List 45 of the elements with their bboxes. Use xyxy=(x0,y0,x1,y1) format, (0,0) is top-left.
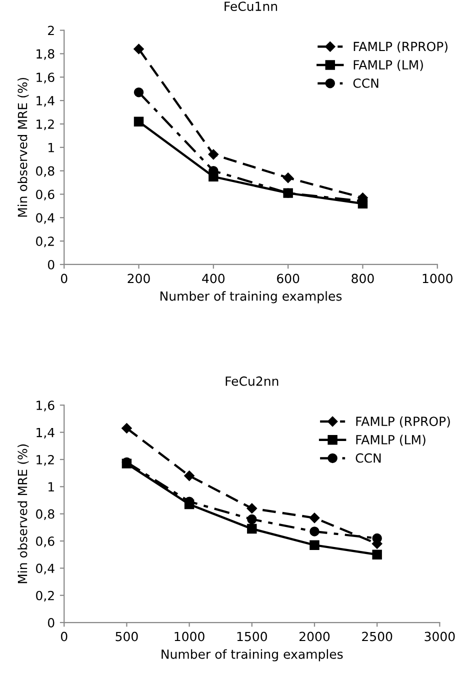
y-tick-label: 1,2 xyxy=(36,119,54,130)
x-tick-label: 500 xyxy=(116,632,138,642)
chart-title: FeCu1nn xyxy=(224,2,278,12)
x-axis-title: Number of training examples xyxy=(162,649,343,662)
x-tick-label: 800 xyxy=(352,274,374,284)
y-axis-title: Min observed MRE (%) xyxy=(18,444,29,584)
x-tick-label: 600 xyxy=(277,274,300,284)
x-tick-label: 2500 xyxy=(362,632,392,642)
y-tick-label: 1,6 xyxy=(36,72,54,84)
y-tick-label: 0,6 xyxy=(36,190,54,200)
y-tick-label: 0,2 xyxy=(36,236,54,248)
y-axis-title: Min observed MRE (%) xyxy=(18,78,29,217)
legend-label: CCN xyxy=(356,453,381,463)
x-tick-label: 3000 xyxy=(424,632,455,642)
y-tick-label: 0 xyxy=(48,618,54,628)
x-axis-title: Number of training examples xyxy=(160,291,342,304)
y-tick-label: 0,6 xyxy=(36,536,54,548)
y-tick-label: 1,2 xyxy=(36,454,54,466)
y-tick-label: 0,4 xyxy=(36,564,54,574)
y-tick-label: 0 xyxy=(48,260,54,270)
y-tick-label: 1 xyxy=(48,482,54,492)
legend-label: FAMLP (LM) xyxy=(356,434,426,446)
legend-label: FAMLP (LM) xyxy=(354,60,423,72)
y-tick-label: 1,6 xyxy=(36,400,54,412)
y-tick-label: 0,8 xyxy=(36,509,54,520)
y-tick-label: 1 xyxy=(48,143,54,152)
y-tick-label: 1,8 xyxy=(36,49,54,60)
legend-label: FAMLP (RPROP) xyxy=(356,416,450,428)
x-tick-label: 1000 xyxy=(422,274,452,284)
legend-label: CCN xyxy=(353,78,378,88)
y-tick-label: 0,8 xyxy=(36,166,54,178)
y-tick-label: 2 xyxy=(48,26,54,36)
y-tick-label: 0,4 xyxy=(36,213,54,224)
x-tick-label: 0 xyxy=(60,632,68,642)
x-tick-label: 1500 xyxy=(237,632,267,642)
x-tick-label: 400 xyxy=(202,274,225,284)
y-tick-label: 0,2 xyxy=(36,590,54,602)
y-tick-label: 1,4 xyxy=(36,428,54,439)
chart-title: FeCu2nn xyxy=(226,376,278,386)
x-tick-label: 1000 xyxy=(174,632,204,642)
x-tick-label: 200 xyxy=(128,274,150,284)
x-tick-label: 2000 xyxy=(300,632,330,642)
y-tick-label: 1,4 xyxy=(36,96,54,107)
x-tick-label: 0 xyxy=(60,274,68,284)
legend-label: FAMLP (RPROP) xyxy=(354,42,448,53)
